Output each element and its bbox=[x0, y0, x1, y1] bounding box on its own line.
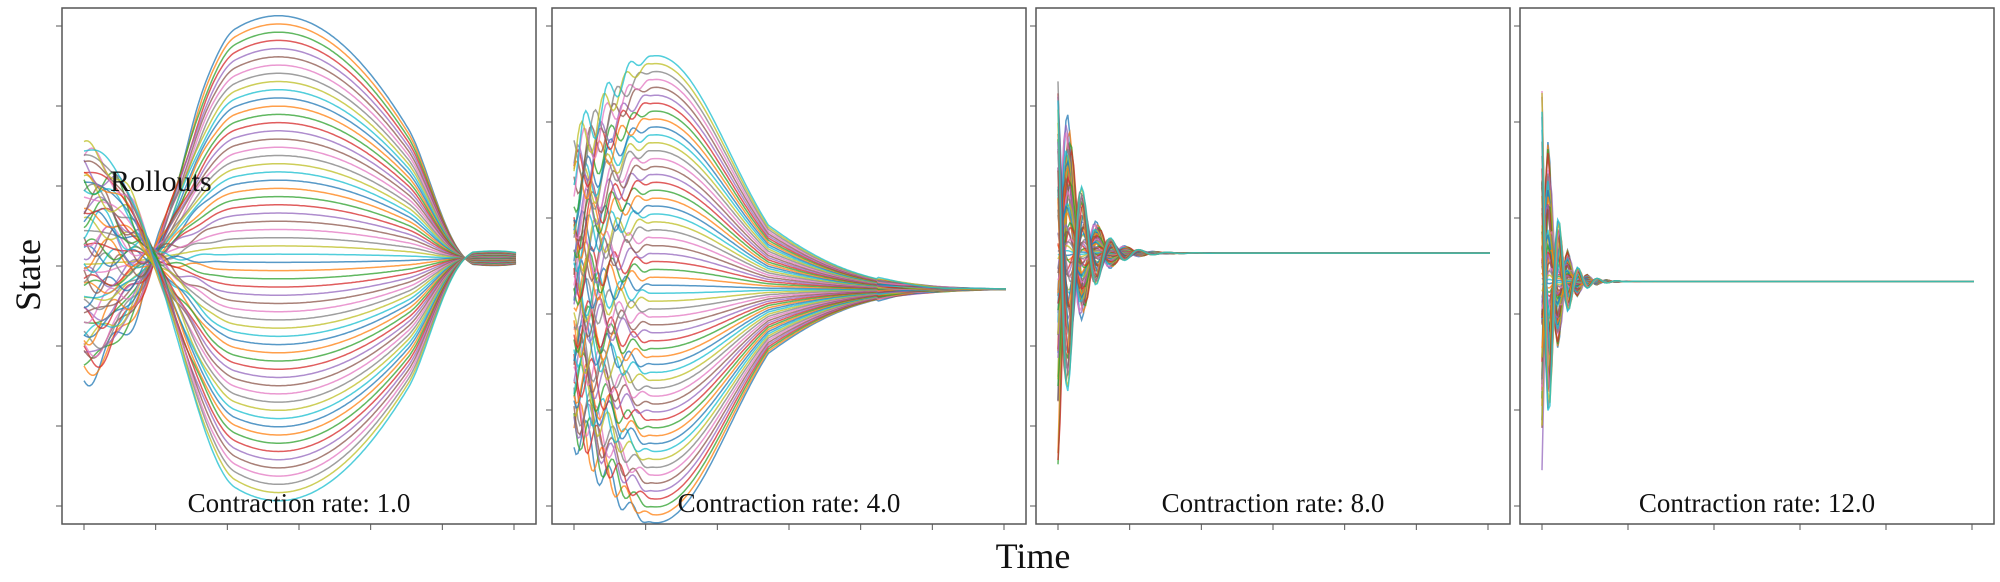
rollout-lines bbox=[1541, 90, 1974, 471]
panel-label: Contraction rate: 8.0 bbox=[1162, 488, 1385, 518]
rollout-line bbox=[83, 225, 517, 297]
rollout-line bbox=[83, 146, 517, 324]
panel-label: Contraction rate: 4.0 bbox=[678, 488, 901, 518]
chart-panel: Contraction rate: 1.0 Rollouts bbox=[56, 7, 537, 530]
chart-panel: Contraction rate: 8.0 bbox=[1030, 7, 1511, 530]
chart-panel: Contraction rate: 4.0 bbox=[546, 7, 1027, 530]
panel-label: Contraction rate: 1.0 bbox=[188, 488, 411, 518]
rollout-line bbox=[573, 70, 1006, 290]
rollout-line bbox=[83, 236, 517, 283]
rollout-line bbox=[1541, 111, 1974, 411]
chart-panels: Contraction rate: 1.0RolloutsContraction… bbox=[56, 7, 1995, 530]
rollout-line bbox=[83, 225, 517, 313]
chart-panel: Contraction rate: 12.0 bbox=[1514, 7, 1995, 530]
y-axis-label: State bbox=[8, 239, 48, 311]
rollout-lines bbox=[83, 14, 517, 502]
rollout-line bbox=[1057, 100, 1490, 392]
rollout-lines bbox=[1057, 81, 1490, 465]
rollout-line bbox=[573, 54, 1007, 290]
panel-label: Contraction rate: 12.0 bbox=[1639, 488, 1875, 518]
x-axis-label: Time bbox=[996, 536, 1071, 576]
plot-frame bbox=[1035, 7, 1511, 525]
rollouts-annotation: Rollouts bbox=[110, 165, 212, 198]
plot-frame bbox=[1519, 7, 1995, 525]
rollout-line bbox=[83, 149, 517, 502]
rollout-line bbox=[83, 105, 517, 346]
rollout-lines bbox=[573, 54, 1007, 524]
